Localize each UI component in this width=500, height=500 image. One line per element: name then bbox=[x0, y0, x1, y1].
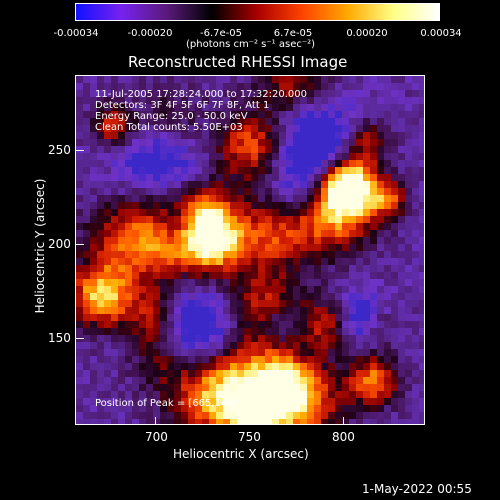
image-plot-area bbox=[75, 75, 425, 425]
x-tick-mark bbox=[343, 417, 344, 425]
y-tick-label: 150 bbox=[48, 331, 71, 345]
heatmap-image bbox=[76, 76, 424, 424]
detectors-text: Detectors: 3F 4F 5F 6F 7F 8F, Att 1 bbox=[95, 100, 270, 111]
x-tick-label: 750 bbox=[238, 430, 261, 444]
peak-position-text: Position of Peak = [665,169] bbox=[95, 398, 238, 409]
time-range-text: 11-Jul-2005 17:28:24.000 to 17:32:20.000 bbox=[95, 89, 307, 100]
y-axis-label: Heliocentric Y (arcsec) bbox=[33, 178, 47, 314]
x-tick-mark bbox=[155, 417, 156, 425]
colorbar-tick-label: -0.00020 bbox=[127, 28, 173, 39]
energy-range-text: Energy Range: 25.0 - 50.0 keV bbox=[95, 111, 248, 122]
colorbar-tick-label: 0.00034 bbox=[420, 28, 462, 39]
colorbar bbox=[75, 3, 440, 21]
colorbar-tick-label: -0.00034 bbox=[53, 28, 99, 39]
timestamp: 1-May-2022 00:55 bbox=[362, 482, 472, 496]
clean-counts-text: Clean Total counts: 5.50E+03 bbox=[95, 122, 243, 133]
colorbar-unit-label: (photons cm⁻² s⁻¹ asec⁻²) bbox=[186, 39, 316, 50]
x-tick-mark bbox=[249, 417, 250, 425]
colorbar-tick-label: 6.7e-05 bbox=[273, 28, 313, 39]
colorbar-tick-label: -6.7e-05 bbox=[200, 28, 242, 39]
plot-title: Reconstructed RHESSI Image bbox=[128, 53, 348, 71]
x-tick-label: 700 bbox=[145, 430, 168, 444]
y-tick-mark bbox=[76, 150, 84, 151]
colorbar-tick-label: 0.00020 bbox=[346, 28, 388, 39]
y-tick-label: 200 bbox=[48, 237, 71, 251]
y-tick-mark bbox=[76, 244, 84, 245]
x-axis-label: Heliocentric X (arcsec) bbox=[173, 447, 309, 461]
x-tick-label: 800 bbox=[332, 430, 355, 444]
y-tick-mark bbox=[76, 338, 84, 339]
y-tick-label: 250 bbox=[48, 143, 71, 157]
